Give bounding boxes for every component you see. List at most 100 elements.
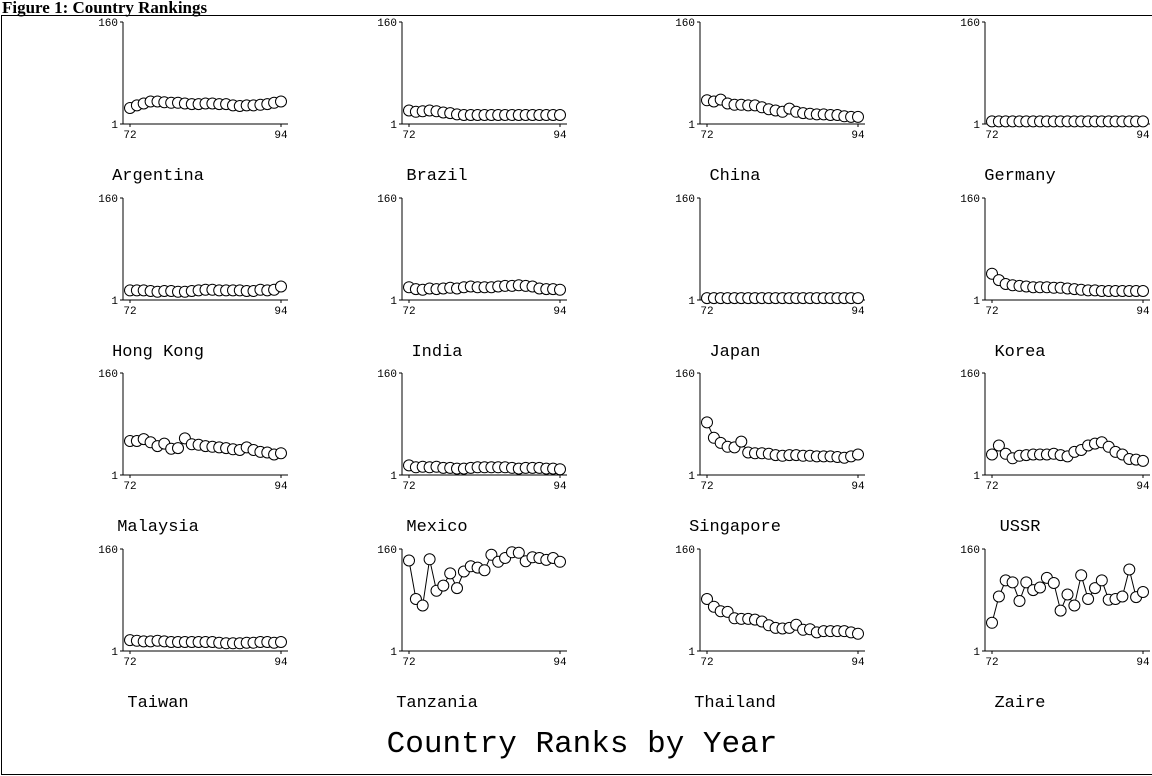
- x-tick-label: 72: [700, 306, 713, 318]
- data-point: [275, 95, 287, 108]
- y-tick-label: 160: [960, 545, 980, 557]
- panel-label: Germany: [984, 167, 1055, 186]
- y-tick-label: 160: [960, 369, 980, 381]
- y-tick-label: 160: [675, 18, 695, 30]
- x-tick-label: 72: [123, 481, 136, 493]
- y-tick-label: 1: [111, 296, 118, 308]
- y-tick-label: 1: [973, 120, 980, 132]
- data-point: [478, 564, 491, 577]
- y-tick-label: 1: [688, 120, 695, 132]
- country-panel: 1 160 72 94 Singapore: [675, 369, 865, 537]
- data-point: [1095, 574, 1108, 587]
- country-panel: 1 160 72 94 Thailand: [675, 545, 865, 713]
- x-tick-label: 72: [985, 130, 998, 142]
- y-tick-label: 160: [377, 18, 397, 30]
- panel-label: India: [411, 343, 462, 362]
- data-point: [423, 553, 436, 566]
- data-point: [1123, 563, 1136, 576]
- panel-label: Tanzania: [396, 694, 478, 713]
- country-panel: 1 160 72 94 Japan: [675, 194, 865, 362]
- data-point: [1116, 590, 1129, 603]
- panel-label: USSR: [1000, 518, 1041, 537]
- y-tick-label: 160: [960, 18, 980, 30]
- y-tick-label: 1: [973, 296, 980, 308]
- x-tick-label: 72: [985, 481, 998, 493]
- y-tick-label: 1: [390, 120, 397, 132]
- x-tick-label: 94: [1136, 130, 1150, 142]
- x-tick-label: 72: [123, 306, 136, 318]
- y-tick-label: 160: [675, 545, 695, 557]
- data-point: [1006, 576, 1019, 589]
- y-tick-label: 160: [377, 194, 397, 206]
- data-point: [437, 579, 450, 592]
- chart-title: Country Ranks by Year: [387, 727, 778, 762]
- data-point: [1089, 582, 1101, 595]
- country-panel: 1 160 72 94 Zaire: [960, 545, 1150, 713]
- data-point: [735, 435, 748, 448]
- x-tick-label: 72: [402, 306, 415, 318]
- x-tick-label: 94: [851, 657, 865, 669]
- panel-label: Mexico: [406, 518, 467, 537]
- x-tick-label: 72: [700, 657, 713, 669]
- data-point: [701, 593, 713, 605]
- country-panel: 1 160 72 94 Argentina: [98, 18, 288, 186]
- data-point: [554, 109, 566, 121]
- y-tick-label: 160: [377, 369, 397, 381]
- data-point: [852, 627, 864, 640]
- data-point: [1047, 577, 1060, 589]
- y-tick-label: 1: [688, 647, 695, 659]
- panel-label: China: [709, 167, 760, 186]
- data-point: [986, 448, 998, 461]
- panel-label: Malaysia: [117, 518, 199, 537]
- x-tick-label: 72: [700, 130, 713, 142]
- country-panel: 1 160 72 94 Mexico: [377, 369, 567, 537]
- x-tick-label: 72: [402, 481, 415, 493]
- panel-label: Singapore: [689, 518, 781, 537]
- data-point: [554, 555, 566, 568]
- data-point: [451, 582, 463, 595]
- data-point: [1054, 604, 1067, 617]
- data-point: [986, 616, 998, 629]
- country-panel: 1 160 72 94 USSR: [960, 369, 1150, 537]
- y-tick-label: 1: [973, 471, 980, 483]
- country-panel: 1 160 72 94 Taiwan: [98, 545, 288, 713]
- data-point: [416, 599, 429, 612]
- x-tick-label: 72: [700, 481, 713, 493]
- data-point: [275, 447, 287, 460]
- x-tick-label: 94: [851, 306, 865, 318]
- panel-label: Taiwan: [127, 694, 188, 713]
- y-tick-label: 160: [98, 369, 118, 381]
- x-tick-label: 94: [553, 306, 567, 318]
- y-tick-label: 160: [960, 194, 980, 206]
- y-tick-label: 1: [973, 647, 980, 659]
- x-tick-label: 72: [985, 306, 998, 318]
- y-tick-label: 1: [111, 647, 118, 659]
- y-tick-label: 160: [98, 545, 118, 557]
- data-point: [992, 439, 1005, 452]
- panel-label: Hong Kong: [112, 343, 204, 362]
- y-tick-label: 1: [111, 120, 118, 132]
- page-title: Figure 1: Country Rankings: [2, 0, 208, 17]
- data-point: [701, 416, 713, 429]
- x-tick-label: 94: [1136, 657, 1150, 669]
- y-tick-label: 1: [390, 471, 397, 483]
- y-tick-label: 160: [98, 18, 118, 30]
- x-tick-label: 94: [851, 130, 865, 142]
- x-tick-label: 94: [1136, 481, 1150, 493]
- country-panel: 1 160 72 94 Hong Kong: [98, 194, 288, 362]
- country-panel: 1 160 72 94 China: [675, 18, 865, 186]
- x-tick-label: 94: [274, 657, 288, 669]
- data-point: [1082, 593, 1095, 605]
- x-tick-label: 94: [851, 481, 865, 493]
- x-tick-label: 94: [1136, 306, 1150, 318]
- country-panel: 1 160 72 94 Tanzania: [377, 545, 567, 713]
- x-tick-label: 72: [402, 657, 415, 669]
- x-tick-label: 94: [274, 306, 288, 318]
- data-point: [275, 280, 287, 293]
- data-point: [554, 283, 566, 296]
- data-point: [852, 292, 864, 305]
- data-point: [1137, 586, 1149, 598]
- x-tick-label: 72: [123, 657, 136, 669]
- panel-label: Japan: [709, 343, 760, 362]
- y-tick-label: 1: [688, 296, 695, 308]
